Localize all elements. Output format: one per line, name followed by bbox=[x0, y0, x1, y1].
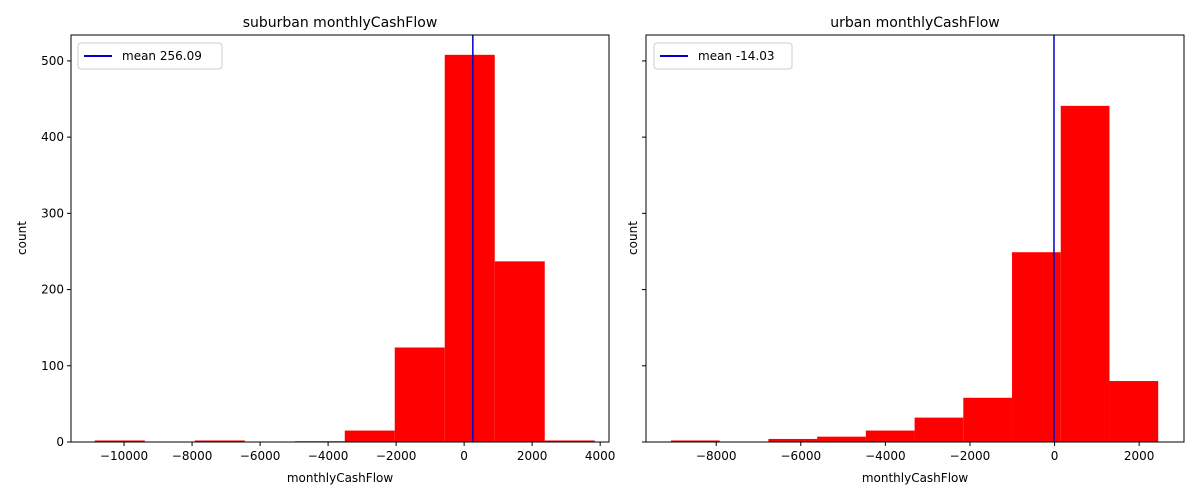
legend-box bbox=[77, 42, 223, 70]
y-axis-label: count bbox=[626, 221, 640, 255]
chart-title: urban monthlyCashFlow bbox=[830, 15, 1000, 31]
plot-frame bbox=[70, 34, 610, 443]
x-ticks: −10000 −8000 −6000 −4000 −2000 0 2000 4000 bbox=[100, 442, 615, 463]
x-tick-label: −4000 bbox=[865, 449, 906, 463]
histogram-bar bbox=[1109, 381, 1159, 442]
x-tick-label: 2000 bbox=[1124, 449, 1155, 463]
histogram-bar bbox=[494, 261, 545, 442]
legend: mean -14.03 bbox=[653, 42, 793, 70]
histogram-bar bbox=[194, 440, 245, 442]
y-tick-label: 400 bbox=[41, 130, 64, 144]
y-tick-label: 500 bbox=[41, 54, 64, 68]
histogram-bar bbox=[394, 347, 445, 442]
axes bbox=[645, 34, 1185, 443]
x-tick-label: 0 bbox=[460, 449, 468, 463]
histogram-bars bbox=[670, 105, 1159, 442]
histogram-bar bbox=[817, 436, 866, 442]
histogram-bar bbox=[670, 440, 720, 442]
y-tick-label: 0 bbox=[56, 435, 64, 449]
y-ticks bbox=[642, 60, 646, 443]
x-tick-label: −6000 bbox=[240, 449, 281, 463]
histogram-bar bbox=[865, 430, 915, 442]
x-tick-label: −2000 bbox=[376, 449, 417, 463]
urban-histogram-panel: urban monthlyCashFlow monthlyCashFlow co… bbox=[626, 15, 1185, 485]
histogram-bar bbox=[768, 438, 818, 442]
histogram-bar bbox=[544, 440, 595, 442]
legend-box bbox=[653, 42, 793, 70]
x-tick-label: −10000 bbox=[100, 449, 148, 463]
plot-frame bbox=[645, 34, 1185, 443]
histogram-bar bbox=[914, 417, 964, 442]
y-tick-label: 300 bbox=[41, 206, 64, 220]
y-ticks: 0 100 200 300 400 500 bbox=[41, 54, 71, 449]
legend-entry: mean 256.09 bbox=[122, 49, 202, 63]
histogram-bar bbox=[963, 397, 1013, 442]
x-tick-label: 2000 bbox=[517, 449, 548, 463]
y-tick-label: 200 bbox=[41, 283, 64, 297]
histogram-bar bbox=[94, 440, 145, 442]
x-axis-label: monthlyCashFlow bbox=[287, 471, 394, 485]
x-tick-label: 4000 bbox=[585, 449, 616, 463]
histogram-bar bbox=[344, 430, 395, 442]
histogram-bar bbox=[444, 54, 495, 443]
axes bbox=[70, 34, 610, 443]
x-tick-label: −8000 bbox=[696, 449, 737, 463]
histogram-bars bbox=[94, 54, 595, 443]
x-tick-label: −8000 bbox=[172, 449, 213, 463]
suburban-histogram-panel: suburban monthlyCashFlow monthlyCashFlow… bbox=[15, 15, 615, 485]
histogram-bar bbox=[1060, 105, 1110, 442]
legend-entry: mean -14.03 bbox=[698, 49, 775, 63]
x-tick-label: −4000 bbox=[308, 449, 349, 463]
legend: mean 256.09 bbox=[77, 42, 223, 70]
x-ticks: −8000 −6000 −4000 −2000 0 2000 bbox=[696, 442, 1155, 463]
y-tick-label: 100 bbox=[41, 359, 64, 373]
x-axis-label: monthlyCashFlow bbox=[862, 471, 969, 485]
x-tick-label: 0 bbox=[1051, 449, 1059, 463]
chart-title: suburban monthlyCashFlow bbox=[243, 15, 438, 31]
histogram-bar bbox=[1012, 252, 1061, 442]
y-axis-label: count bbox=[15, 221, 29, 255]
x-tick-label: −2000 bbox=[950, 449, 991, 463]
x-tick-label: −6000 bbox=[781, 449, 822, 463]
